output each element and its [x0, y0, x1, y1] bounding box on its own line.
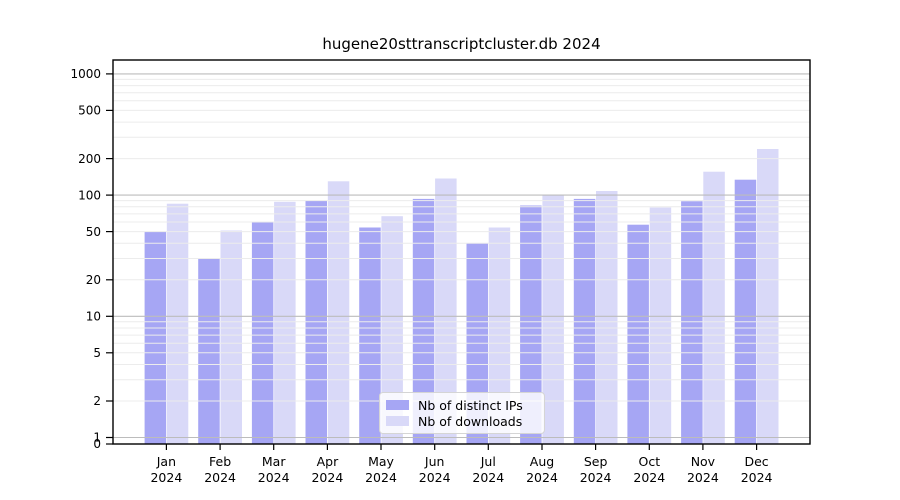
y-tick-label: 200: [78, 152, 101, 166]
y-tick-label: 2: [93, 394, 101, 408]
bar-jan-downloads: [166, 203, 189, 444]
x-tick-label-year: 2024: [526, 470, 558, 485]
x-tick-label-month: Aug: [530, 454, 554, 469]
bar-apr-downloads: [327, 181, 350, 445]
x-tick-label-year: 2024: [741, 470, 773, 485]
bar-feb-downloads: [220, 230, 242, 444]
chart-title: hugene20sttranscriptcluster.db 2024: [322, 35, 601, 53]
x-tick-label-month: Jul: [480, 454, 496, 469]
x-tick-label-month: Apr: [317, 454, 339, 469]
x-tick-label-year: 2024: [472, 470, 504, 485]
x-tick-label-year: 2024: [204, 470, 236, 485]
x-tick-label-month: Jan: [156, 454, 176, 469]
bar-feb-distinct-ips: [198, 258, 220, 444]
bar-oct-distinct-ips: [627, 224, 649, 444]
bar-may-distinct-ips: [359, 227, 381, 444]
legend-swatch-downloads: [386, 416, 409, 426]
legend: Nb of distinct IPs Nb of downloads: [379, 392, 545, 434]
x-tick-label-year: 2024: [633, 470, 665, 485]
legend-label-distinct-ips: Nb of distinct IPs: [418, 397, 523, 413]
y-tick-label: 5: [93, 346, 101, 360]
x-tick-label-month: Oct: [638, 454, 660, 469]
bar-nov-downloads: [703, 171, 725, 444]
bar-sep-downloads: [596, 191, 618, 444]
y-tick-label: 1000: [70, 67, 101, 81]
bar-dec-distinct-ips: [734, 179, 757, 444]
legend-swatch-distinct-ips: [386, 400, 409, 410]
x-tick-label-month: Dec: [744, 454, 768, 469]
bar-jan-distinct-ips: [144, 231, 167, 444]
y-tick-label: 100: [78, 188, 101, 202]
x-tick-label-year: 2024: [258, 470, 290, 485]
legend-item-downloads: Nb of downloads: [386, 413, 536, 429]
bar-dec-downloads: [757, 149, 779, 444]
bar-jul-downloads: [488, 227, 511, 444]
x-tick-label-year: 2024: [311, 470, 343, 485]
x-tick-label-month: Mar: [262, 454, 286, 469]
plot-frame: [112, 59, 811, 445]
bar-aug-downloads: [542, 195, 564, 444]
bar-mar-distinct-ips: [251, 222, 274, 444]
x-tick-label-month: Jun: [424, 454, 445, 469]
y-tick-label: 0: [93, 437, 101, 451]
legend-item-distinct-ips: Nb of distinct IPs: [386, 397, 536, 413]
x-tick-label-year: 2024: [365, 470, 397, 485]
bar-aug-distinct-ips: [520, 205, 542, 444]
x-tick-label-month: Sep: [584, 454, 608, 469]
x-tick-label-month: Nov: [691, 454, 716, 469]
legend-label-downloads: Nb of downloads: [418, 413, 523, 429]
bar-may-downloads: [381, 216, 403, 444]
x-tick-label-year: 2024: [580, 470, 612, 485]
y-tick-label: 50: [86, 225, 101, 239]
x-tick-label-month: Feb: [209, 454, 231, 469]
bar-oct-downloads: [649, 207, 672, 444]
x-tick-label-year: 2024: [687, 470, 719, 485]
bar-nov-distinct-ips: [681, 201, 703, 444]
x-tick-label-month: May: [368, 454, 394, 469]
bar-jun-downloads: [435, 178, 457, 444]
x-tick-label-year: 2024: [419, 470, 451, 485]
y-tick-label: 10: [86, 310, 101, 324]
bar-mar-downloads: [274, 201, 296, 444]
y-tick-label: 20: [86, 273, 101, 287]
x-tick-label-year: 2024: [150, 470, 182, 485]
y-tick-label: 500: [78, 104, 101, 118]
y-tick-label: 1: [93, 431, 101, 445]
